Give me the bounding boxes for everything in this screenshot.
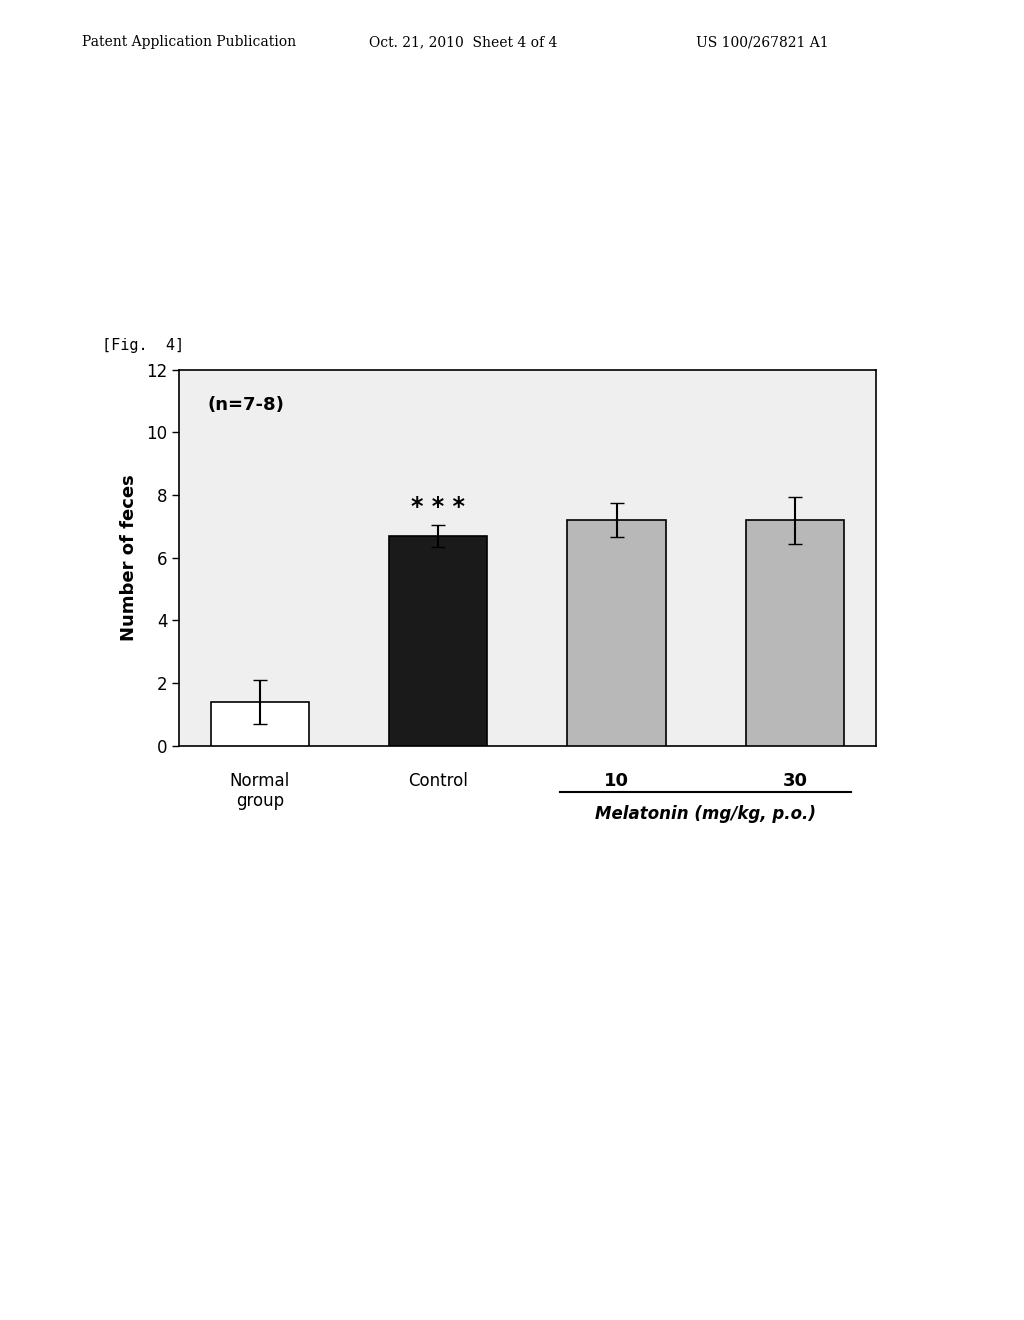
Bar [745,520,844,746]
Text: Control: Control [409,772,468,791]
Text: Normal: Normal [229,772,290,791]
Text: Patent Application Publication: Patent Application Publication [82,36,296,49]
Bar [211,702,309,746]
Bar [389,536,487,746]
Text: Oct. 21, 2010  Sheet 4 of 4: Oct. 21, 2010 Sheet 4 of 4 [369,36,557,49]
Text: * * *: * * * [412,495,465,519]
Bar [567,520,666,746]
Text: (n=7-8): (n=7-8) [207,396,284,414]
Text: group: group [236,792,284,810]
Text: 10: 10 [604,772,629,791]
Text: Melatonin (mg/kg, p.o.): Melatonin (mg/kg, p.o.) [595,805,816,824]
Text: [Fig.  4]: [Fig. 4] [102,338,184,352]
Text: 30: 30 [782,772,807,791]
Y-axis label: Number of feces: Number of feces [120,474,138,642]
Text: US 100/267821 A1: US 100/267821 A1 [696,36,829,49]
